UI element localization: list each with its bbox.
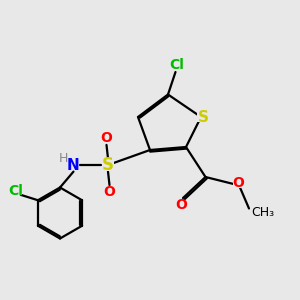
Text: S: S (198, 110, 209, 124)
Bar (101, 134, 112, 142)
Bar (102, 159, 114, 171)
Bar (170, 61, 184, 70)
Text: O: O (176, 198, 188, 212)
Text: Cl: Cl (8, 184, 23, 198)
Text: O: O (232, 176, 244, 190)
Bar (104, 188, 115, 196)
Bar (68, 160, 79, 170)
Bar (9, 186, 22, 195)
Text: H: H (59, 152, 69, 165)
Text: Cl: Cl (169, 58, 184, 72)
Text: N: N (67, 158, 80, 172)
Text: O: O (100, 131, 112, 145)
Bar (176, 200, 187, 209)
Text: S: S (102, 156, 114, 174)
Bar (233, 178, 244, 188)
Bar (197, 112, 209, 122)
Text: CH₃: CH₃ (251, 206, 274, 219)
Text: O: O (103, 185, 116, 199)
